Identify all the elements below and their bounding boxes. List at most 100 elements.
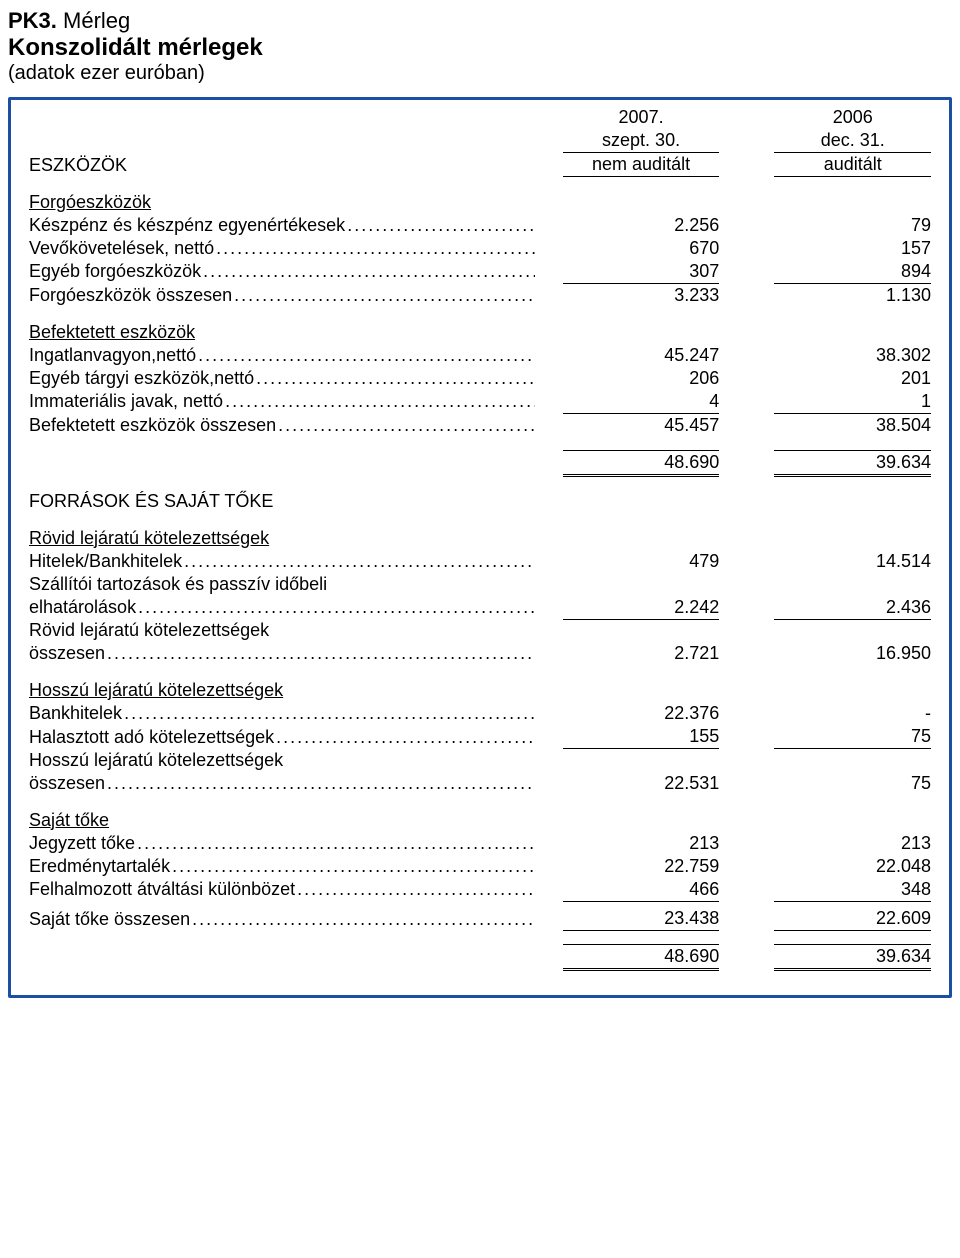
- row-value: 479: [563, 550, 719, 573]
- row-label: elhatárolások: [29, 597, 136, 617]
- row-value: 213: [563, 832, 719, 855]
- row-label: Eredménytartalék: [29, 856, 170, 876]
- row-value: 201: [774, 367, 931, 390]
- row-label: Jegyzett tőke: [29, 833, 135, 853]
- row-value: 157: [774, 237, 931, 260]
- table-row: Hosszú lejáratú kötelezettségek: [29, 749, 931, 772]
- row-value: 894: [774, 260, 931, 284]
- row-value: 2.436: [774, 596, 931, 620]
- table-row: Bankhitelek 22.376 -: [29, 702, 931, 725]
- section-eszkozok: ESZKÖZÖK: [29, 153, 535, 177]
- row-value: 4: [563, 390, 719, 414]
- row-value: 348: [774, 878, 931, 902]
- row-value: 670: [563, 237, 719, 260]
- row-value: 75: [774, 772, 931, 795]
- row-label: Hosszú lejáratú kötelezettségek: [29, 750, 283, 770]
- row-label: Szállítói tartozások és passzív időbeli: [29, 574, 327, 594]
- row-value: 2.242: [563, 596, 719, 620]
- table-row: Halasztott adó kötelezettségek 155 75: [29, 725, 931, 749]
- row-value: 2.256: [563, 214, 719, 237]
- row-label: Halasztott adó kötelezettségek: [29, 727, 274, 747]
- section-befektetett: Befektetett eszközök: [29, 322, 195, 342]
- col2-date: dec. 31.: [774, 129, 931, 153]
- row-value: 213: [774, 832, 931, 855]
- table-row: Saját tőke összesen 23.438 22.609: [29, 907, 931, 931]
- table-row: Eredménytartalék 22.759 22.048: [29, 855, 931, 878]
- document-header: PK3. Mérleg Konszolidált mérlegek (adato…: [8, 8, 952, 85]
- pk3-line: PK3. Mérleg: [8, 8, 952, 34]
- col2-audit: auditált: [774, 153, 931, 177]
- table-row: 2007. 2006: [29, 106, 931, 129]
- table-row: szept. 30. dec. 31.: [29, 129, 931, 153]
- row-value: 45.457: [563, 413, 719, 437]
- table-row: Immateriális javak, nettó 4 1: [29, 390, 931, 414]
- row-value: 155: [563, 725, 719, 749]
- pk3-title: Mérleg: [57, 8, 130, 33]
- table-row: 48.690 39.634: [29, 451, 931, 476]
- subtitle: (adatok ezer euróban): [8, 62, 952, 85]
- row-label: Befektetett eszközök összesen: [29, 415, 276, 435]
- table-row: Rövid lejáratú kötelezettségek: [29, 527, 931, 550]
- row-label: Vevőkövetelések, nettó: [29, 238, 214, 258]
- row-label: összesen: [29, 643, 105, 663]
- table-row: Befektetett eszközök: [29, 321, 931, 344]
- table-row: Jegyzett tőke 213 213: [29, 832, 931, 855]
- table-row: FORRÁSOK ÉS SAJÁT TŐKE: [29, 490, 931, 513]
- row-value: 45.247: [563, 344, 719, 367]
- row-value: 1: [774, 390, 931, 414]
- section-forrasok: FORRÁSOK ÉS SAJÁT TŐKE: [29, 490, 535, 513]
- row-value: 2.721: [563, 642, 719, 665]
- table-row: Egyéb tárgyi eszközök,nettó 206 201: [29, 367, 931, 390]
- row-label: Saját tőke összesen: [29, 909, 190, 929]
- col1-audit: nem auditált: [563, 153, 719, 177]
- row-label: Bankhitelek: [29, 703, 122, 723]
- row-label: Felhalmozott átváltási különbözet: [29, 879, 295, 899]
- section-hosszu: Hosszú lejáratú kötelezettségek: [29, 680, 283, 700]
- table-row: összesen 2.721 16.950: [29, 642, 931, 665]
- table-row: Ingatlanvagyon,nettó 45.247 38.302: [29, 344, 931, 367]
- row-value: 1.130: [774, 283, 931, 307]
- total-value: 48.690: [563, 451, 719, 476]
- table-row: Hosszú lejáratú kötelezettségek: [29, 679, 931, 702]
- row-value: 22.048: [774, 855, 931, 878]
- table-row: 48.690 39.634: [29, 945, 931, 970]
- table-row: összesen 22.531 75: [29, 772, 931, 795]
- col1-date: szept. 30.: [563, 129, 719, 153]
- row-label: Ingatlanvagyon,nettó: [29, 345, 196, 365]
- row-value: 307: [563, 260, 719, 284]
- row-label: Immateriális javak, nettó: [29, 391, 223, 411]
- row-label: Rövid lejáratú kötelezettségek: [29, 620, 269, 640]
- row-value: -: [774, 702, 931, 725]
- table-row: Készpénz és készpénz egyenértékesek 2.25…: [29, 214, 931, 237]
- row-label: összesen: [29, 773, 105, 793]
- col2-year: 2006: [774, 106, 931, 129]
- table-row: Befektetett eszközök összesen 45.457 38.…: [29, 413, 931, 437]
- row-value: 79: [774, 214, 931, 237]
- row-value: 22.376: [563, 702, 719, 725]
- table-row: Vevőkövetelések, nettó 670 157: [29, 237, 931, 260]
- row-label: Hitelek/Bankhitelek: [29, 551, 182, 571]
- row-value: 206: [563, 367, 719, 390]
- table-row: elhatárolások 2.242 2.436: [29, 596, 931, 620]
- table-row: Forgóeszközök összesen 3.233 1.130: [29, 283, 931, 307]
- total-value: 39.634: [774, 451, 931, 476]
- table-row: Forgóeszközök: [29, 191, 931, 214]
- pk3-code: PK3.: [8, 8, 57, 33]
- row-value: 22.609: [774, 907, 931, 931]
- total-value: 39.634: [774, 945, 931, 970]
- row-value: 22.759: [563, 855, 719, 878]
- table-row: Hitelek/Bankhitelek 479 14.514: [29, 550, 931, 573]
- row-value: 466: [563, 878, 719, 902]
- row-value: 3.233: [563, 283, 719, 307]
- section-rovid: Rövid lejáratú kötelezettségek: [29, 528, 269, 548]
- row-value: 75: [774, 725, 931, 749]
- row-value: 23.438: [563, 907, 719, 931]
- section-sajat: Saját tőke: [29, 810, 109, 830]
- row-value: 22.531: [563, 772, 719, 795]
- table-row: Rövid lejáratú kötelezettségek: [29, 619, 931, 642]
- row-value: 38.504: [774, 413, 931, 437]
- row-label: Forgóeszközök összesen: [29, 285, 232, 305]
- section-forgoeszkozok: Forgóeszközök: [29, 192, 151, 212]
- row-label: Egyéb tárgyi eszközök,nettó: [29, 368, 254, 388]
- table-row: Saját tőke: [29, 809, 931, 832]
